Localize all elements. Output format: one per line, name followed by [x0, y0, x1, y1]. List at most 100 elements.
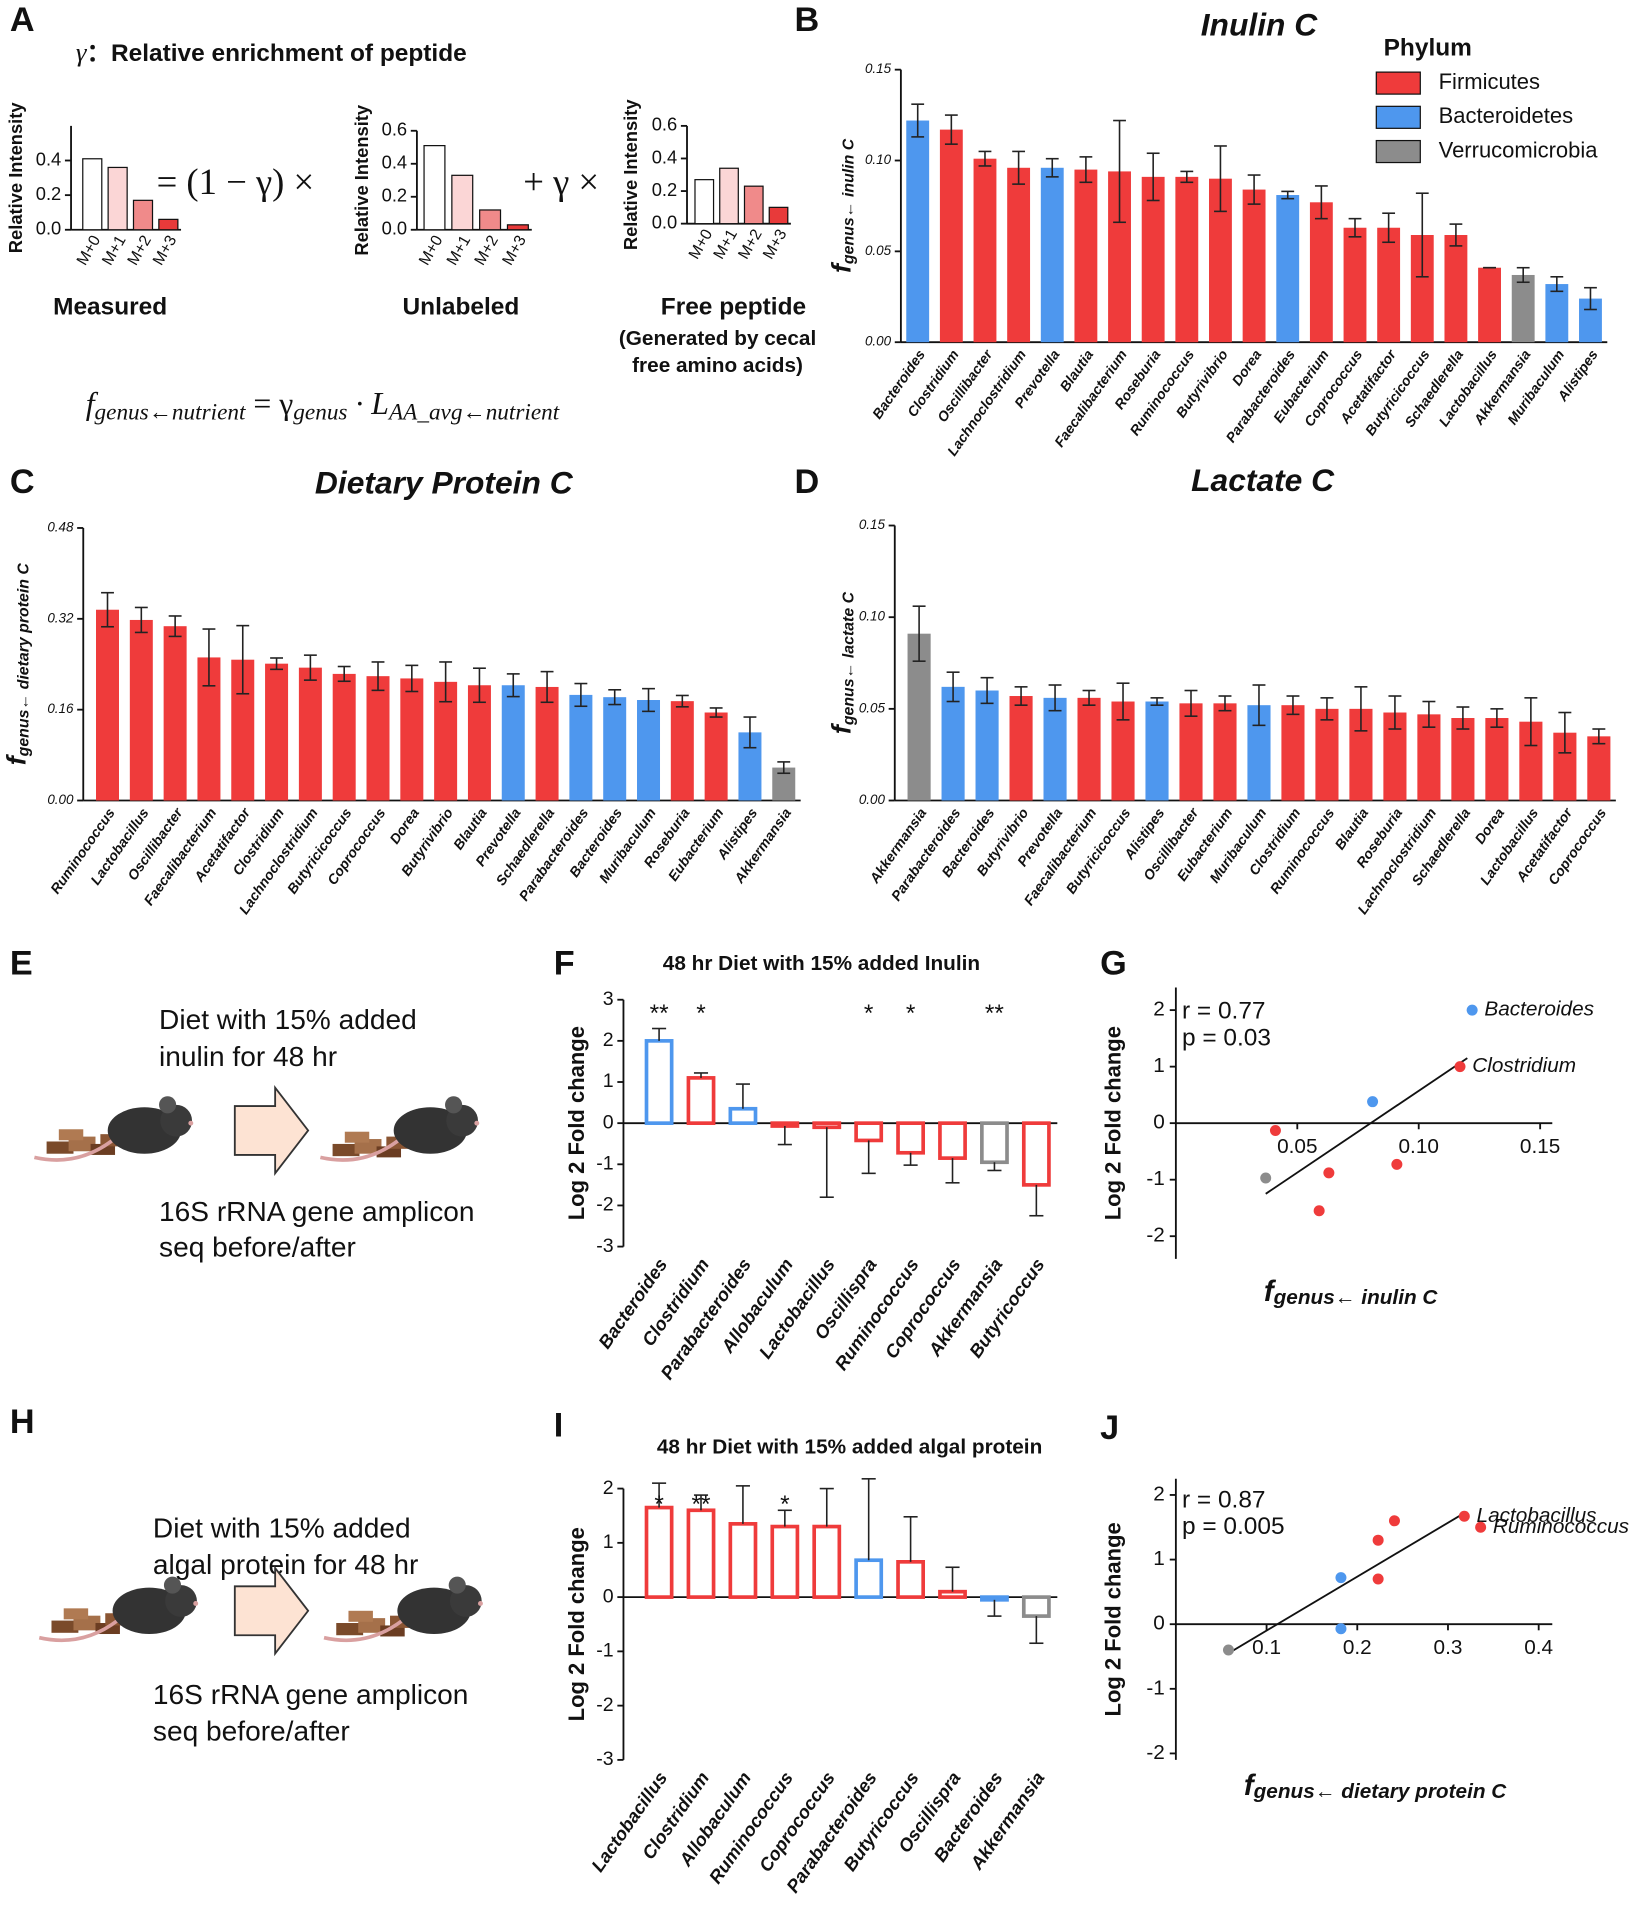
- y-tick-label: -3: [596, 1235, 614, 1257]
- x-tick-label: 0.3: [1434, 1636, 1463, 1659]
- legend-title: Phylum: [1384, 34, 1472, 61]
- y-tick-label: 0.15: [859, 517, 886, 532]
- bar: [400, 678, 424, 801]
- y-tick-label: -1: [596, 1152, 613, 1174]
- bar: [1141, 176, 1165, 343]
- bar: [938, 1589, 967, 1599]
- x-tick-label: 0.05: [1277, 1135, 1317, 1158]
- chart-title: 48 hr Diet with 15% added algal protein: [657, 1436, 1042, 1459]
- y-axis-label: fgenus← dietary protein C: [2, 563, 33, 766]
- bar: [434, 681, 458, 801]
- bar: [980, 1595, 1009, 1602]
- y-tick-label: 0.05: [859, 700, 886, 715]
- y-tick-label: 2: [603, 1477, 614, 1499]
- y-tick-label: 3: [603, 988, 614, 1010]
- chart-title: Inulin C: [1201, 6, 1319, 42]
- bar: [1349, 708, 1373, 801]
- panel-e-diagram: Diet with 15% added inulin for 48 hr 16S…: [32, 1004, 482, 1262]
- bar: [694, 179, 715, 225]
- bar: [686, 1508, 716, 1599]
- bar: [941, 686, 965, 801]
- point-label: Clostridium: [1472, 1054, 1576, 1077]
- chart-title: Dietary Protein C: [315, 465, 574, 501]
- bar: [231, 659, 255, 801]
- y-tick-label: 0.10: [865, 152, 892, 167]
- x-tick-label: M+2: [735, 226, 765, 262]
- y-tick-label: 0.05: [865, 243, 892, 258]
- bar: [812, 1524, 842, 1599]
- y-axis-label-main: f: [827, 261, 857, 273]
- y-tick-label: 1: [603, 1070, 614, 1092]
- panel-label: C: [10, 463, 35, 501]
- y-tick-label: -2: [596, 1194, 613, 1216]
- bar: [197, 657, 221, 801]
- bar: [163, 626, 187, 801]
- panel-a-diagram: γ：Relative enrichment of peptide = (1 − …: [76, 37, 816, 425]
- bar: [644, 1039, 674, 1125]
- y-tick-label: 0.4: [652, 146, 677, 167]
- significance: **: [650, 1000, 670, 1027]
- bar: [938, 1121, 967, 1160]
- y-tick-label: 0.00: [865, 334, 892, 349]
- y-tick-label: 0.4: [36, 148, 61, 169]
- x-axis-label: fgenus← inulin C: [1264, 1275, 1439, 1310]
- panel-label: A: [10, 1, 35, 39]
- bar: [980, 1121, 1009, 1165]
- y-axis-label-main: f: [2, 753, 32, 765]
- bar: [1074, 169, 1098, 343]
- bar: [1545, 284, 1569, 343]
- bar: [644, 1505, 674, 1599]
- diagram-text: 16S rRNA gene amplicon: [153, 1679, 468, 1710]
- legend-label: Verrucomicrobia: [1439, 137, 1599, 162]
- bar: [82, 158, 103, 231]
- y-tick-label: 1: [1153, 1547, 1165, 1570]
- note: (Generated by cecal: [619, 327, 816, 350]
- y-tick-label: 0.0: [36, 218, 61, 239]
- legend-swatch: [1375, 139, 1421, 164]
- x-tick-label: 0.1: [1252, 1636, 1281, 1659]
- bar: [637, 700, 661, 801]
- point: [1260, 1172, 1272, 1184]
- bar: [719, 167, 739, 225]
- significance: *: [780, 1491, 790, 1518]
- y-tick-label: 0.6: [652, 114, 677, 135]
- y-tick-label: 0.4: [382, 152, 407, 173]
- diagram-text: inulin for 48 hr: [159, 1041, 337, 1072]
- bar: [1383, 712, 1407, 801]
- bar: [772, 767, 796, 801]
- bar: [770, 1121, 800, 1128]
- bar: [743, 185, 764, 225]
- point: [1372, 1534, 1384, 1546]
- y-tick-label: -1: [1146, 1167, 1164, 1190]
- trendline: [1265, 1057, 1468, 1195]
- x-tick-label: M+3: [150, 233, 180, 269]
- diagram-text: Diet with 15% added: [159, 1004, 417, 1035]
- bar: [896, 1121, 926, 1155]
- formula-sub: genus: [293, 400, 347, 426]
- bar: [1281, 705, 1305, 801]
- bar: [603, 697, 627, 801]
- y-axis-label: Log 2 Fold change: [564, 1527, 589, 1721]
- bar: [332, 673, 356, 801]
- y-axis-label: Relative Intensity: [5, 102, 26, 254]
- y-axis-label: Log 2 Fold change: [1101, 1026, 1126, 1220]
- significance: *: [696, 1000, 706, 1027]
- bar: [1007, 167, 1031, 343]
- panel-label: I: [554, 1407, 564, 1445]
- panel-label: J: [1100, 1409, 1119, 1447]
- point: [1388, 1515, 1400, 1527]
- x-tick-label: M+1: [444, 233, 474, 269]
- point: [1222, 1644, 1234, 1656]
- point-label: Bacteroides: [1484, 998, 1594, 1021]
- point: [1391, 1158, 1403, 1170]
- bar: [1587, 736, 1611, 801]
- y-tick-label: 0.16: [47, 701, 74, 716]
- bar: [704, 712, 728, 801]
- bar: [1043, 697, 1067, 801]
- y-tick-label: 0.48: [47, 520, 74, 535]
- y-tick-label: 0.32: [47, 610, 74, 625]
- bar: [1451, 718, 1475, 801]
- y-tick-label: 0: [603, 1111, 614, 1133]
- y-tick-label: 0.2: [382, 185, 407, 206]
- bar: [1021, 1595, 1051, 1618]
